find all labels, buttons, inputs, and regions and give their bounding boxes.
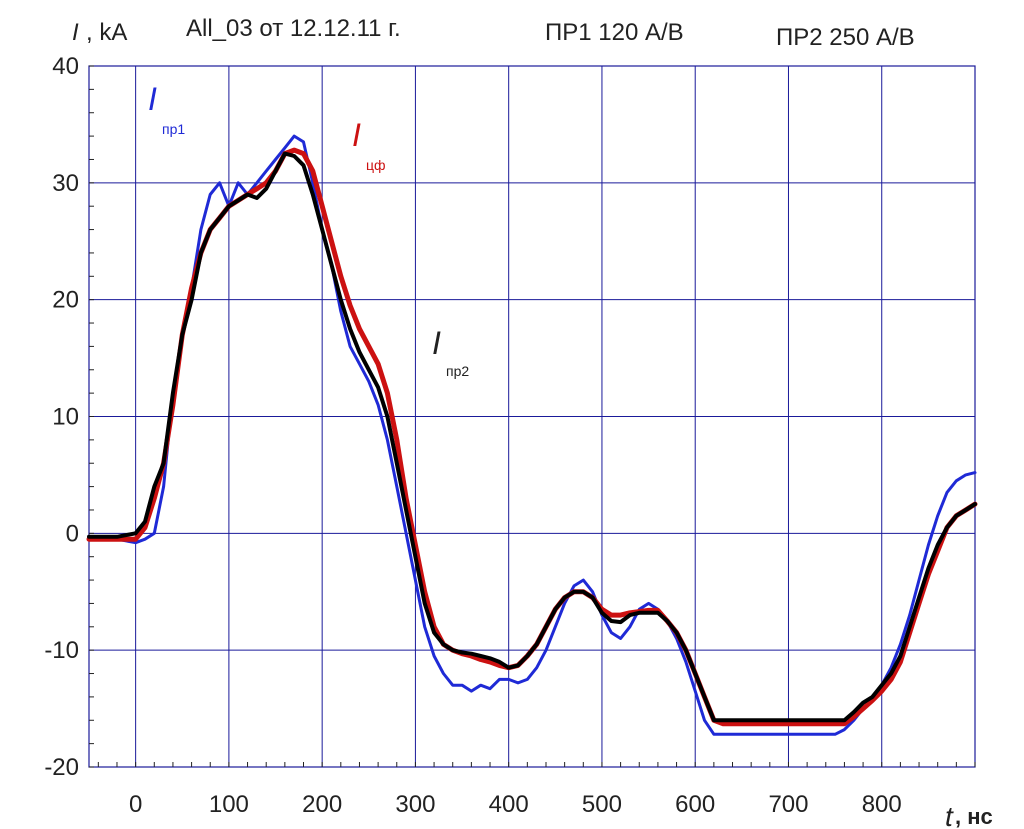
- x-tick-label: 300: [395, 791, 435, 818]
- x-axis-label-symbol: t: [945, 801, 954, 829]
- y-tick-labels: -20 -10 0 10 20 30 40: [44, 53, 79, 781]
- probe2-label: ПР2 250 А/В: [776, 24, 915, 51]
- series-line-pr1: [87, 134, 977, 736]
- series-label-pr1-sub: пр1: [162, 121, 185, 137]
- x-tick-label: 400: [489, 791, 529, 818]
- series-label-cf-symbol: I: [352, 117, 361, 153]
- x-tick-label: 800: [862, 791, 902, 818]
- series-lines: [86, 134, 978, 736]
- series-label-cf: I цф: [352, 117, 386, 173]
- x-tick-label: 100: [209, 791, 249, 818]
- x-axis-label-unit: , нс: [955, 804, 993, 829]
- y-tick-label: 20: [52, 287, 79, 314]
- y-tick-label: -10: [44, 637, 79, 664]
- series-label-pr2: I пр2: [432, 325, 469, 379]
- y-tick-label: -20: [44, 754, 79, 781]
- y-tick-label: 40: [52, 53, 79, 80]
- x-tick-labels: 0 100 200 300 400 500 600 700 800: [129, 791, 902, 818]
- probe1-label: ПР1 120 А/В: [545, 19, 684, 46]
- series-line-pr2: [87, 151, 977, 723]
- series-label-pr1: I пр1: [148, 81, 185, 137]
- series-label-pr2-sub: пр2: [446, 363, 469, 379]
- chart-title: All_03 от 12.12.11 г.: [186, 15, 401, 42]
- y-tick-label: 10: [52, 404, 79, 431]
- x-tick-label: 500: [582, 791, 622, 818]
- series-label-pr1-symbol: I: [148, 81, 157, 117]
- y-tick-label: 30: [52, 170, 79, 197]
- grid: [88, 65, 976, 768]
- x-tick-label: 200: [302, 791, 342, 818]
- x-tick-label: 0: [129, 791, 142, 818]
- series-label-cf-sub: цф: [366, 157, 386, 173]
- y-axis-label-unit: , kA: [86, 19, 127, 46]
- y-axis-label-symbol: I: [72, 19, 79, 46]
- x-tick-label: 600: [675, 791, 715, 818]
- x-tick-label: 700: [768, 791, 808, 818]
- series-label-pr2-symbol: I: [432, 325, 441, 361]
- series-line-cf: [86, 147, 978, 727]
- y-tick-label: 0: [66, 520, 79, 547]
